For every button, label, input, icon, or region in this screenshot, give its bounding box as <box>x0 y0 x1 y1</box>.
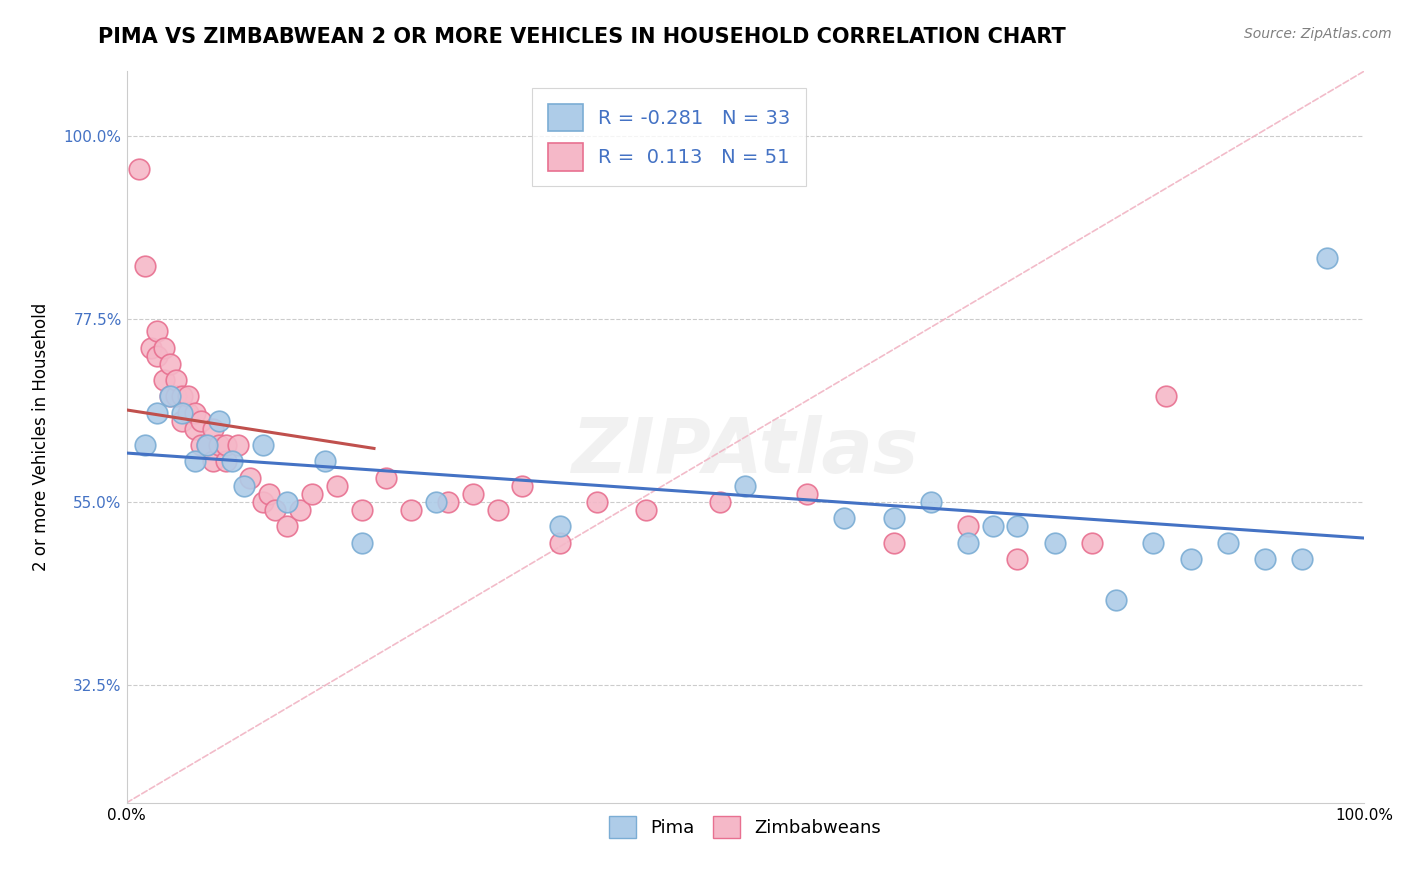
Point <box>709 495 731 509</box>
Point <box>956 535 979 549</box>
Point <box>252 438 274 452</box>
Point <box>172 414 194 428</box>
Point <box>190 414 212 428</box>
Point <box>159 389 181 403</box>
Point <box>288 503 311 517</box>
Point <box>214 438 236 452</box>
Point <box>226 438 249 452</box>
Point <box>1043 535 1066 549</box>
Point <box>264 503 287 517</box>
Point <box>172 389 194 403</box>
Point <box>252 495 274 509</box>
Point <box>152 373 174 387</box>
Point <box>276 495 298 509</box>
Point <box>134 260 156 274</box>
Point <box>1254 552 1277 566</box>
Point <box>190 438 212 452</box>
Point <box>437 495 460 509</box>
Point <box>350 535 373 549</box>
Point <box>425 495 447 509</box>
Point <box>585 495 607 509</box>
Point <box>1007 519 1029 533</box>
Point <box>1105 592 1128 607</box>
Legend: Pima, Zimbabweans: Pima, Zimbabweans <box>602 808 889 845</box>
Point <box>177 406 200 420</box>
Point <box>257 487 280 501</box>
Point <box>276 519 298 533</box>
Point <box>1316 252 1339 266</box>
Point <box>399 503 422 517</box>
Point <box>314 454 336 468</box>
Point <box>195 438 218 452</box>
Point <box>512 479 534 493</box>
Point <box>1154 389 1177 403</box>
Point <box>208 438 231 452</box>
Point <box>1007 552 1029 566</box>
Point <box>883 511 905 525</box>
Text: ZIPAtlas: ZIPAtlas <box>571 415 920 489</box>
Point <box>1180 552 1202 566</box>
Point <box>883 535 905 549</box>
Point <box>183 406 205 420</box>
Point <box>146 349 169 363</box>
Point <box>956 519 979 533</box>
Point <box>165 389 187 403</box>
Point <box>177 389 200 403</box>
Point <box>486 503 509 517</box>
Point <box>233 479 256 493</box>
Point <box>146 406 169 420</box>
Point <box>326 479 349 493</box>
Point <box>128 161 150 176</box>
Point <box>636 503 658 517</box>
Point <box>1142 535 1164 549</box>
Point <box>159 357 181 371</box>
Point <box>301 487 323 501</box>
Point <box>350 503 373 517</box>
Point <box>796 487 818 501</box>
Point <box>461 487 484 501</box>
Point <box>165 373 187 387</box>
Point <box>214 454 236 468</box>
Point <box>221 454 243 468</box>
Point <box>239 471 262 485</box>
Point <box>141 341 163 355</box>
Point <box>920 495 942 509</box>
Point <box>152 341 174 355</box>
Text: PIMA VS ZIMBABWEAN 2 OR MORE VEHICLES IN HOUSEHOLD CORRELATION CHART: PIMA VS ZIMBABWEAN 2 OR MORE VEHICLES IN… <box>98 27 1066 46</box>
Point <box>1291 552 1313 566</box>
Point <box>832 511 855 525</box>
Text: Source: ZipAtlas.com: Source: ZipAtlas.com <box>1244 27 1392 41</box>
Point <box>172 406 194 420</box>
Y-axis label: 2 or more Vehicles in Household: 2 or more Vehicles in Household <box>32 303 49 571</box>
Point <box>202 422 225 436</box>
Point <box>202 454 225 468</box>
Point <box>134 438 156 452</box>
Point <box>183 454 205 468</box>
Point <box>1216 535 1239 549</box>
Point <box>548 519 571 533</box>
Point <box>548 535 571 549</box>
Point <box>981 519 1004 533</box>
Point <box>159 389 181 403</box>
Point <box>1080 535 1102 549</box>
Point <box>146 325 169 339</box>
Point <box>375 471 398 485</box>
Point <box>208 414 231 428</box>
Point <box>734 479 756 493</box>
Point <box>195 438 218 452</box>
Point <box>183 422 205 436</box>
